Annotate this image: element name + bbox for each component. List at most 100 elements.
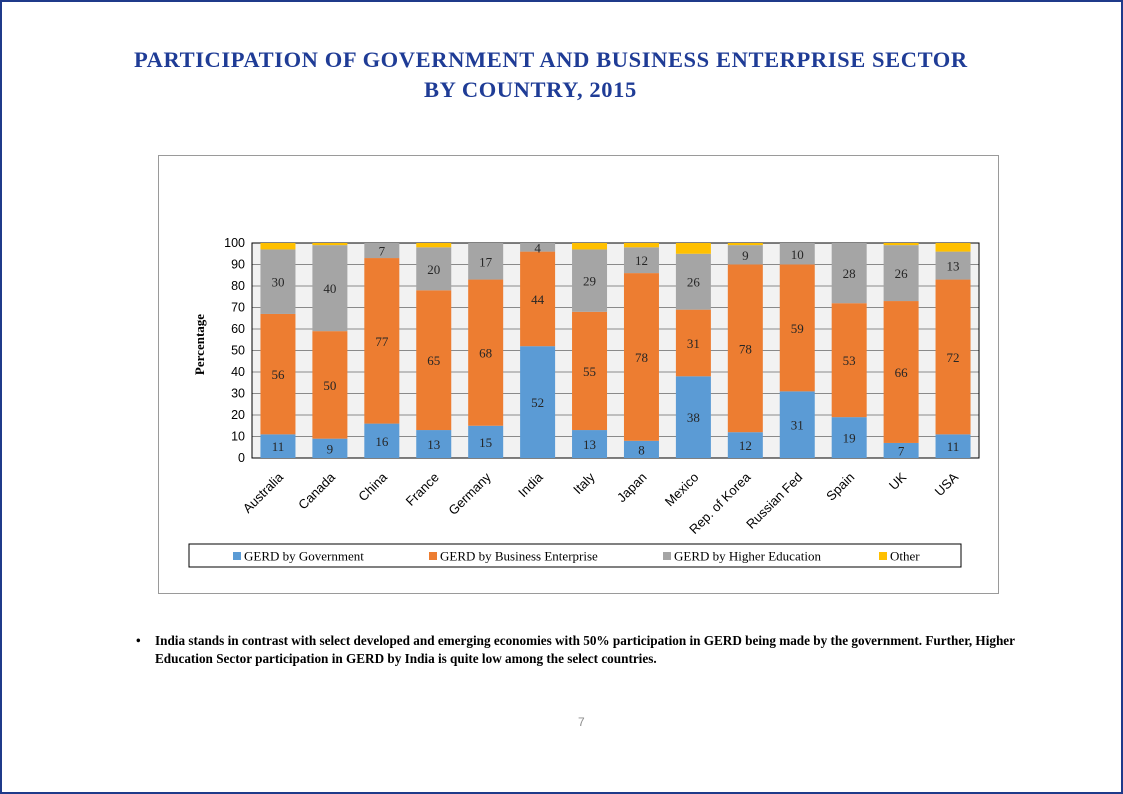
data-label: 65 (427, 353, 440, 368)
bar-2-germany (468, 279, 504, 426)
data-label: 38 (687, 410, 700, 425)
data-label: 78 (635, 350, 648, 365)
bar-3-uk (883, 245, 919, 302)
bar-1-italy (572, 430, 608, 458)
data-label: 26 (687, 275, 701, 290)
bar-4-uk (883, 243, 919, 246)
bar-2-canada (312, 331, 348, 439)
bar-3-russian-fed (779, 243, 815, 265)
data-label: 16 (375, 434, 389, 449)
data-label: 28 (843, 266, 856, 281)
data-label: 10 (791, 247, 804, 262)
bar-2-spain (831, 303, 867, 418)
legend-swatch (233, 552, 241, 560)
data-label: 52 (531, 395, 544, 410)
data-label: 66 (895, 365, 909, 380)
bar-2-italy (572, 311, 608, 431)
data-label: 50 (323, 378, 336, 393)
slide-title: PARTICIPATION OF GOVERNMENT AND BUSINESS… (22, 45, 1102, 105)
bar-2-rep-of-korea (727, 264, 763, 433)
x-tick-label: Spain (823, 470, 857, 504)
data-label: 78 (739, 341, 752, 356)
bar-2-china (364, 258, 400, 424)
bar-2-australia (260, 313, 296, 435)
data-label: 26 (895, 266, 909, 281)
y-tick-label: 40 (231, 365, 245, 379)
data-label: 53 (843, 353, 856, 368)
legend-swatch (429, 552, 437, 560)
y-tick-label: 90 (231, 258, 245, 272)
y-tick-label: 70 (231, 301, 245, 315)
data-label: 30 (271, 275, 284, 290)
x-tick-label: France (403, 470, 442, 509)
bar-1-usa (935, 434, 971, 458)
data-label: 7 (898, 443, 905, 458)
page-number: 7 (578, 715, 585, 729)
y-axis-label: Percentage (192, 314, 207, 375)
y-tick-label: 50 (231, 344, 245, 358)
data-label: 72 (947, 350, 960, 365)
y-tick-label: 60 (231, 322, 245, 336)
x-tick-label: Canada (295, 469, 338, 512)
bar-4-usa (935, 243, 971, 252)
x-tick-label: China (355, 469, 390, 504)
legend-label: Other (890, 549, 920, 564)
data-label: 9 (327, 441, 334, 456)
data-label: 11 (272, 439, 285, 454)
x-tick-label: Italy (570, 469, 598, 497)
bar-3-usa (935, 251, 971, 280)
data-label: 12 (635, 253, 648, 268)
bullet-dot: • (136, 633, 141, 648)
chart-frame: 0 10 20 30 40 50 60 70 80 90 100 Percentage 11 56 30 Au… (158, 155, 999, 594)
bar-4-canada (312, 243, 348, 246)
data-label: 4 (534, 240, 541, 255)
bar-2-france (416, 290, 452, 431)
data-label: 13 (947, 259, 960, 274)
data-label: 12 (739, 438, 752, 453)
legend (188, 543, 962, 568)
data-label: 8 (638, 442, 645, 457)
bar-3-australia (260, 249, 296, 314)
bar-3-germany (468, 243, 504, 280)
y-tick-label: 20 (231, 408, 245, 422)
bar-2-russian-fed (779, 264, 815, 392)
bar-3-france (416, 247, 452, 291)
bar-1-mexico (675, 376, 711, 458)
bar-2-usa (935, 279, 971, 435)
bar-3-rep-of-korea (727, 245, 763, 265)
bar-1-china (364, 423, 400, 458)
bar-4-japan (623, 243, 659, 248)
data-label: 7 (379, 244, 386, 259)
bar-1-india (520, 346, 556, 458)
y-tick-label: 80 (231, 279, 245, 293)
data-label: 17 (479, 254, 493, 269)
data-label: 29 (583, 274, 596, 289)
x-tick-label: Germany (445, 469, 494, 518)
data-label: 56 (271, 367, 285, 382)
bar-1-russian-fed (779, 391, 815, 458)
bar-1-france (416, 430, 452, 458)
bar-1-canada (312, 438, 348, 458)
data-label: 31 (791, 418, 804, 433)
bar-1-rep-of-korea (727, 432, 763, 458)
legend-label: GERD by Government (244, 549, 364, 564)
bar-2-japan (623, 273, 659, 441)
data-label: 20 (427, 262, 440, 277)
y-tick-label: 100 (224, 236, 245, 250)
bar-3-mexico (675, 253, 711, 310)
bar-3-spain (831, 243, 867, 304)
stacked-bar-chart: 0 10 20 30 40 50 60 70 80 90 100 Percentage 11 56 30 Au… (188, 236, 980, 568)
data-label: 15 (479, 435, 492, 450)
title-line-2: BY COUNTRY, 2015 (424, 77, 637, 102)
x-tick-label: UK (886, 469, 910, 493)
bar-1-uk (883, 442, 919, 458)
bar-1-spain (831, 417, 867, 458)
x-tick-label: India (515, 469, 546, 500)
bar-4-mexico (675, 243, 711, 254)
legend-label: GERD by Higher Education (674, 549, 821, 564)
y-tick-label: 10 (231, 430, 245, 444)
title-line-1: PARTICIPATION OF GOVERNMENT AND BUSINESS… (134, 47, 968, 72)
bar-3-india (520, 243, 556, 252)
data-label: 68 (479, 346, 492, 361)
